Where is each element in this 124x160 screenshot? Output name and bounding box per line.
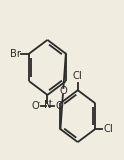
Text: Cl: Cl xyxy=(104,124,113,134)
Text: O: O xyxy=(55,101,63,111)
Text: N: N xyxy=(44,100,51,110)
Text: O: O xyxy=(59,86,67,96)
Text: Cl: Cl xyxy=(73,71,83,81)
Text: +: + xyxy=(47,99,52,104)
Text: Br: Br xyxy=(10,49,21,59)
Text: O: O xyxy=(32,101,40,111)
Text: -: - xyxy=(37,100,40,105)
